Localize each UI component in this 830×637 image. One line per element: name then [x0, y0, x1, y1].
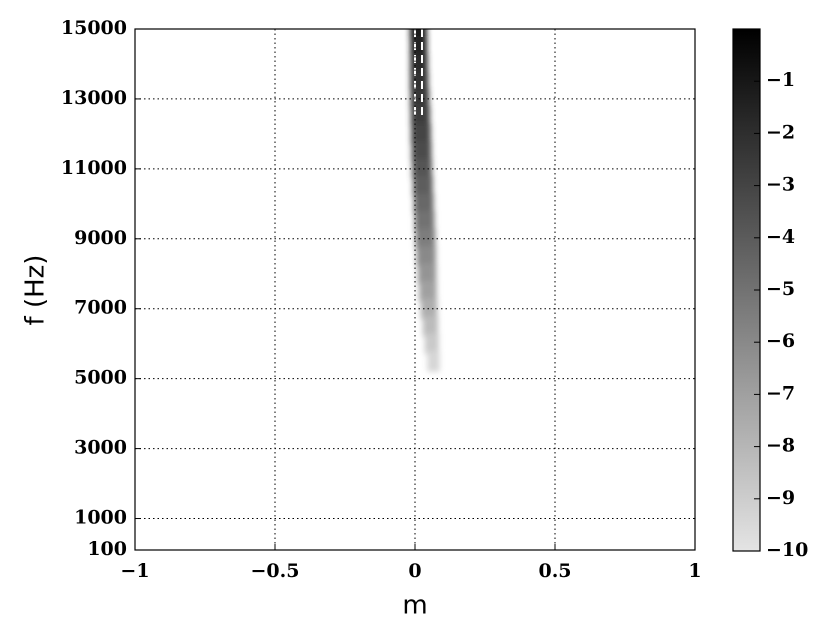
heat-cell	[413, 175, 433, 197]
x-tick-label: −0.5	[251, 560, 300, 582]
y-tick-label: 100	[87, 538, 127, 560]
heat-cell	[411, 123, 431, 145]
heatmap	[409, 29, 440, 372]
x-tick-label: 0.5	[538, 560, 571, 582]
heat-cell	[415, 228, 436, 250]
plot-frame	[134, 28, 696, 551]
colorbar-tick-label: −5	[766, 278, 795, 300]
heat-cell	[417, 263, 437, 285]
heat-cell	[414, 210, 435, 232]
colorbar-tick-label: −3	[766, 174, 795, 196]
heat-cell	[422, 315, 438, 337]
colorbar-tick-label: −4	[766, 226, 795, 248]
y-tick-label: 15000	[61, 17, 127, 39]
colorbar-tick-label: −2	[766, 121, 795, 143]
x-tick-label: 0	[408, 560, 421, 582]
colorbar-tick-label: −7	[766, 382, 795, 404]
heat-cell	[412, 158, 432, 180]
y-tick-label: 3000	[74, 437, 127, 459]
colorbar-tick-label: −10	[766, 539, 808, 561]
colorbar-tick-label: −8	[766, 435, 795, 457]
y-tick-label: 1000	[74, 507, 127, 529]
y-tick-label: 13000	[61, 87, 127, 109]
colorbar-tick-label: −6	[766, 330, 795, 352]
y-tick-label: 5000	[74, 367, 127, 389]
x-axis-label: m	[402, 591, 427, 621]
colorbar-tick-label: −1	[766, 69, 795, 91]
y-tick-label: 7000	[74, 297, 127, 319]
heat-cell	[424, 333, 439, 355]
heat-cell	[419, 280, 437, 302]
y-tick-label: 9000	[74, 227, 127, 249]
heat-cell	[416, 245, 436, 267]
x-tick-label: −1	[120, 560, 149, 582]
heat-cell	[427, 350, 440, 372]
colorbar-tick-label: −9	[766, 487, 795, 509]
heat-cell	[413, 193, 434, 215]
x-tick-label: 1	[688, 560, 701, 582]
heat-cell	[409, 29, 427, 40]
y-tick-label: 11000	[61, 157, 127, 179]
heat-cell	[411, 140, 432, 162]
heat-cell	[410, 35, 428, 57]
y-axis-label: f (Hz)	[21, 255, 51, 326]
